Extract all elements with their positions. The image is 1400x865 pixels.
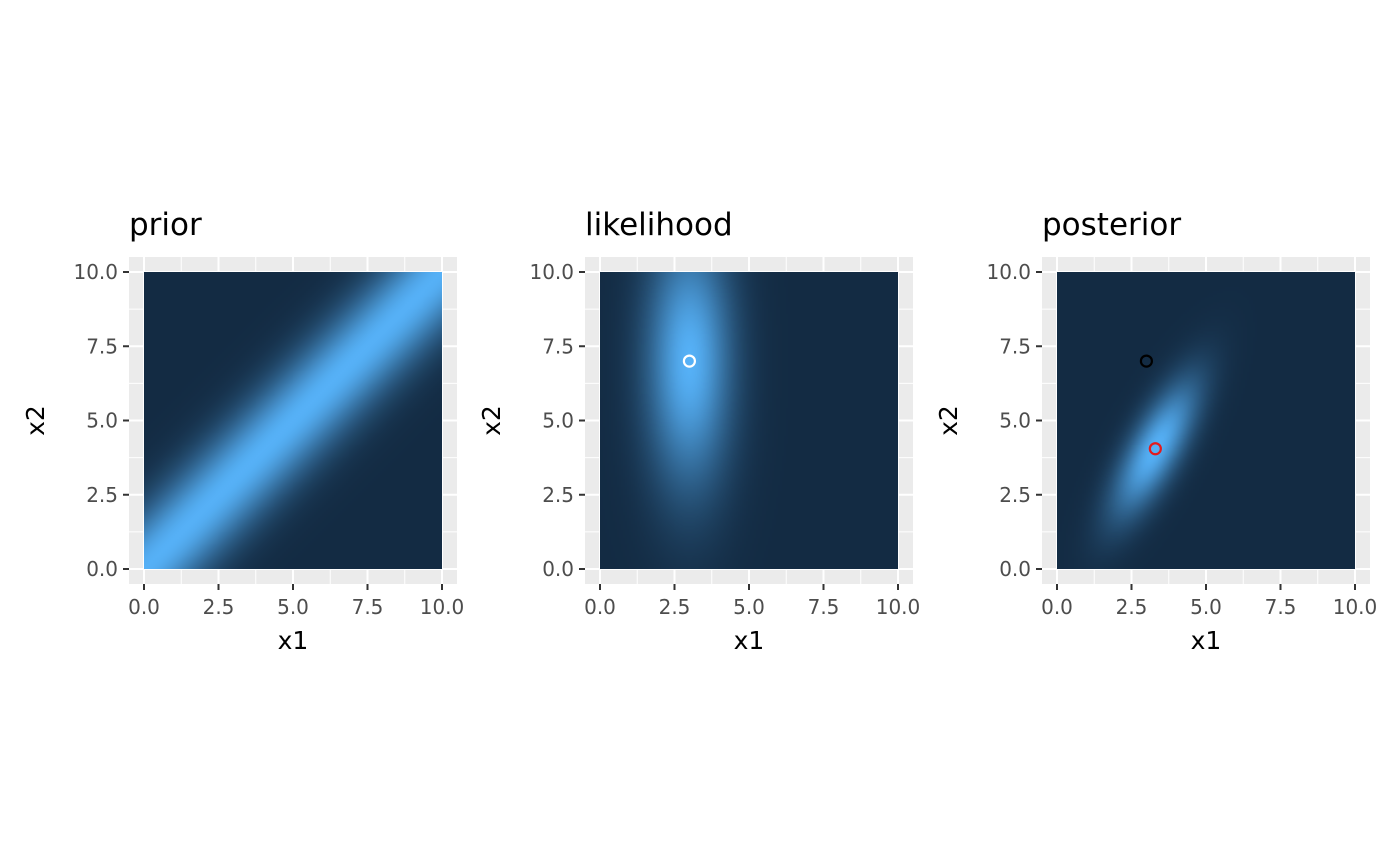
x-tick-label: 5.0 [1190, 595, 1222, 619]
density-heatmap [600, 272, 898, 569]
density-heatmap [144, 272, 442, 569]
data-point [1139, 354, 1154, 368]
density-heatmap [1057, 272, 1355, 569]
y-axis-label: x2 [477, 405, 506, 436]
chart-title: likelihood [585, 207, 733, 243]
x-tick-label: 10.0 [1333, 595, 1378, 619]
x-tick-label: 5.0 [733, 595, 765, 619]
x-tick-label: 0.0 [128, 595, 160, 619]
y-tick-label: 5.0 [86, 409, 118, 433]
x-axis-label: x1 [278, 626, 309, 655]
y-tick-label: 0.0 [542, 557, 574, 581]
y-tick-label: 5.0 [999, 409, 1031, 433]
chart-panel-likelihood: 0.0 2.5 5.0 7.5 10.0 0.0 2.5 5.0 7.5 10.0 x1 x2 like… [477, 207, 920, 655]
y-tick-label: 7.5 [999, 334, 1031, 358]
y-tick-label: 0.0 [86, 557, 118, 581]
y-tick-label: 10.0 [73, 260, 118, 284]
x-axis-label: x1 [734, 626, 765, 655]
chart-panel-posterior: 0.0 2.5 5.0 7.5 10.0 0.0 2.5 5.0 7.5 10.0 x1 x2 post… [934, 207, 1377, 655]
data-point [682, 354, 697, 368]
x-tick-label: 10.0 [876, 595, 921, 619]
data-point [1148, 442, 1162, 456]
y-tick-label: 2.5 [542, 483, 574, 507]
x-tick-label: 0.0 [1041, 595, 1073, 619]
x-tick-label: 7.5 [1265, 595, 1297, 619]
x-tick-label: 7.5 [352, 595, 384, 619]
y-tick-label: 5.0 [542, 409, 574, 433]
x-tick-label: 7.5 [808, 595, 840, 619]
y-tick-label: 7.5 [86, 334, 118, 358]
x-axis-label: x1 [1191, 626, 1222, 655]
y-axis-label: x2 [934, 405, 963, 436]
y-axis-label: x2 [21, 405, 50, 436]
chart-panel-prior: 0.0 2.5 5.0 7.5 10.0 0.0 2.5 5.0 7.5 10.0 x1 x2 prio… [21, 207, 464, 655]
y-tick-label: 7.5 [542, 334, 574, 358]
chart-title: posterior [1042, 207, 1181, 243]
chart-title: prior [129, 207, 202, 243]
x-tick-label: 2.5 [659, 595, 691, 619]
y-tick-label: 10.0 [529, 260, 574, 284]
y-tick-label: 2.5 [86, 483, 118, 507]
x-tick-label: 10.0 [420, 595, 465, 619]
x-tick-label: 2.5 [203, 595, 235, 619]
x-tick-label: 2.5 [1116, 595, 1148, 619]
y-tick-label: 0.0 [999, 557, 1031, 581]
x-tick-label: 5.0 [277, 595, 309, 619]
y-tick-label: 2.5 [999, 483, 1031, 507]
y-tick-label: 10.0 [986, 260, 1031, 284]
x-tick-label: 0.0 [584, 595, 616, 619]
